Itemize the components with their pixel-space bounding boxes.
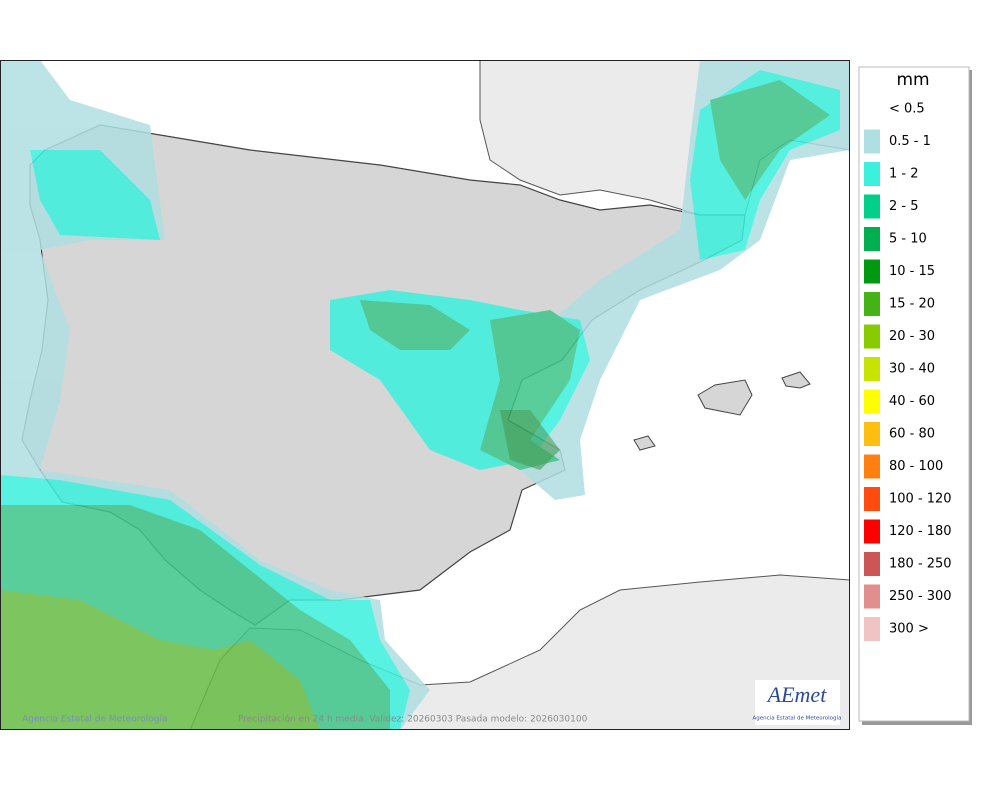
logo-box	[755, 680, 840, 725]
precip-green	[710, 80, 830, 200]
map-frame	[0, 60, 850, 730]
logo-name: AEmet	[766, 682, 828, 707]
legend-label: 40 - 60	[889, 394, 935, 409]
precip-cyan	[30, 150, 160, 240]
legend-swatch	[864, 357, 880, 381]
legend-label: 300 >	[889, 622, 929, 637]
legend-swatch	[864, 259, 880, 284]
legend-swatch	[864, 584, 880, 609]
legend-swatch	[864, 324, 880, 349]
legend-swatch	[864, 194, 880, 219]
legend-label: 0.5 - 1	[889, 134, 931, 149]
legend-swatch	[864, 617, 880, 641]
legend-label: 1 - 2	[889, 167, 919, 182]
legend-label: 5 - 10	[889, 232, 927, 247]
legend-label: 10 - 15	[889, 264, 935, 279]
logo-subtitle: Agencia Estatal de Meteorología	[753, 715, 842, 722]
legend-swatch	[864, 129, 880, 154]
balearic-islands	[781, 371, 811, 389]
legend-swatch	[864, 227, 880, 251]
legend-label: 100 - 120	[889, 492, 952, 507]
balearic-islands	[697, 379, 753, 416]
precip-darkgreen	[500, 410, 560, 470]
legend-swatch	[864, 422, 880, 446]
legend-swatch	[864, 292, 880, 316]
legend-label: 80 - 100	[889, 459, 943, 474]
source-text: Agencia Estatal de Meteorología	[22, 715, 168, 725]
map	[0, 60, 850, 730]
precip-green	[360, 300, 470, 350]
legend-label: 180 - 250	[889, 557, 952, 572]
legend-swatch	[864, 389, 880, 414]
legend-swatch	[864, 162, 880, 186]
legend-label: 250 - 300	[889, 589, 952, 604]
legend-swatch	[864, 487, 880, 511]
legend-label: 20 - 30	[889, 329, 935, 344]
legend-swatch	[864, 519, 880, 544]
caption: Precipitación en 24 h media. Validez: 20…	[238, 714, 588, 725]
legend-title: mm	[896, 70, 929, 90]
legend-label: 60 - 80	[889, 427, 935, 442]
precip-lightgreen	[0, 590, 320, 730]
legend-swatch	[864, 552, 880, 576]
legend-label: 120 - 180	[889, 524, 952, 539]
legend-label: 2 - 5	[889, 199, 919, 214]
legend-label: 15 - 20	[889, 297, 935, 312]
balearic-islands	[633, 435, 656, 451]
legend-label: < 0.5	[889, 102, 925, 117]
legend-swatch	[864, 454, 880, 479]
legend-label: 30 - 40	[889, 362, 935, 377]
precipitation-layers	[0, 60, 850, 730]
